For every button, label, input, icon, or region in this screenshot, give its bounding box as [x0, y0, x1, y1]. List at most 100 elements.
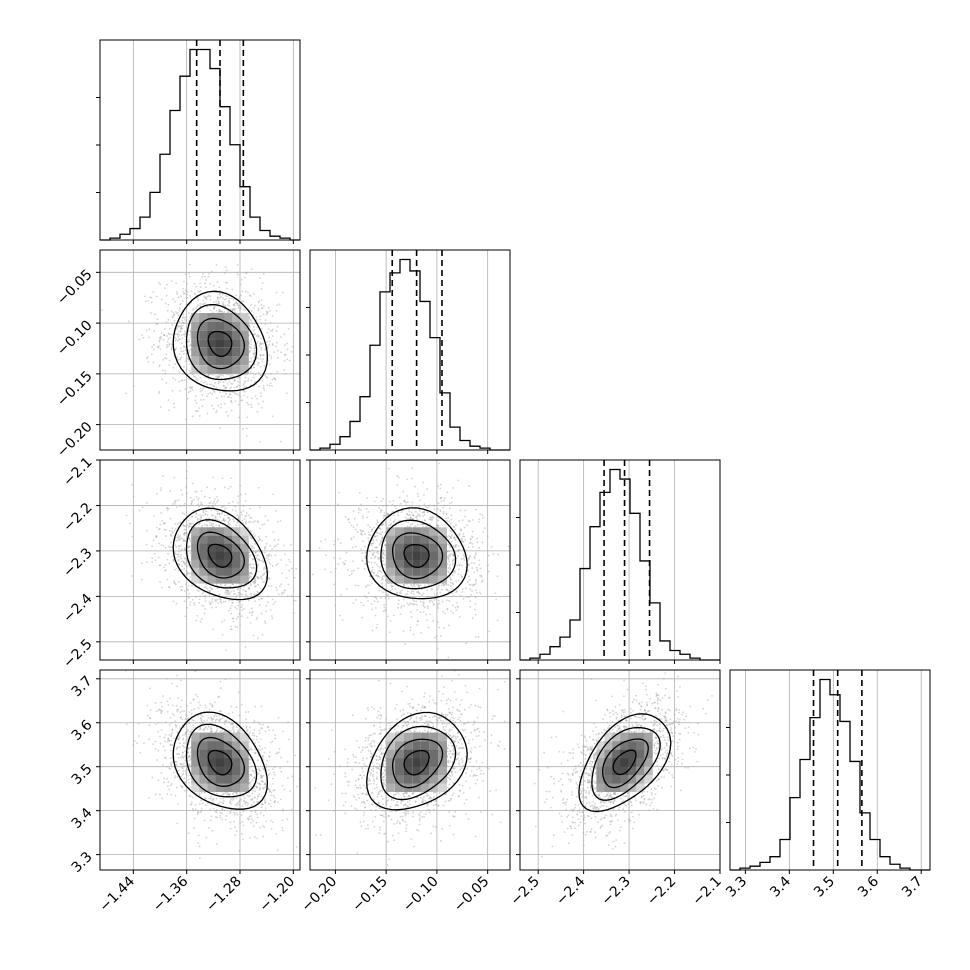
sample-point: [250, 360, 253, 363]
sample-point: [381, 550, 384, 553]
sample-point: [244, 522, 247, 524]
sample-point: [101, 309, 104, 311]
sample-point: [372, 538, 375, 541]
sample-point: [237, 403, 240, 406]
sample-point: [411, 501, 414, 504]
sample-point: [189, 315, 192, 318]
sample-point: [283, 368, 286, 371]
sample-point: [407, 517, 409, 520]
sample-point: [403, 604, 405, 607]
sample-point: [266, 341, 269, 343]
sample-point: [250, 347, 252, 350]
sample-point: [376, 572, 379, 574]
sample-point: [232, 303, 235, 306]
sample-point: [382, 575, 384, 578]
sample-point: [203, 381, 205, 384]
sample-point: [168, 586, 171, 589]
sample-point: [188, 369, 191, 372]
sample-point: [451, 560, 454, 562]
sample-point: [252, 366, 255, 369]
sample-point: [458, 532, 461, 535]
sample-point: [410, 477, 413, 480]
sample-point: [267, 661, 269, 663]
density-cell: [207, 347, 217, 357]
sample-point: [437, 584, 440, 586]
sample-point: [248, 574, 251, 577]
sample-point: [249, 563, 252, 566]
sample-point: [267, 555, 270, 558]
sample-point: [265, 604, 268, 607]
sample-point: [382, 591, 384, 594]
sample-point: [352, 602, 355, 604]
sample-point: [237, 495, 240, 497]
sample-point: [360, 503, 362, 506]
sample-point: [367, 537, 370, 540]
sample-point: [453, 536, 455, 539]
sample-point: [188, 545, 190, 548]
sample-point: [467, 569, 470, 572]
sample-point: [187, 585, 190, 587]
sample-point: [186, 571, 189, 574]
sample-point: [462, 557, 465, 560]
sample-point: [232, 298, 235, 301]
sample-point: [179, 338, 181, 341]
sample-point: [257, 539, 260, 542]
sample-point: [151, 557, 154, 559]
density-cell: [207, 559, 217, 568]
sample-point: [224, 298, 227, 300]
sample-point: [158, 364, 161, 367]
sample-point: [487, 570, 490, 573]
sample-point: [196, 305, 199, 308]
sample-point: [253, 344, 256, 347]
sample-point: [183, 502, 186, 505]
sample-point: [214, 305, 216, 308]
sample-point: [237, 591, 240, 594]
sample-point: [166, 507, 168, 510]
sample-point: [219, 293, 222, 295]
density-cell: [199, 527, 208, 536]
sample-point: [218, 593, 221, 596]
sample-point: [173, 529, 176, 532]
sample-point: [174, 502, 176, 505]
sample-point: [422, 611, 425, 614]
sample-point: [178, 309, 181, 312]
sample-point: [481, 579, 484, 582]
density-cell: [191, 365, 200, 374]
sample-point: [225, 269, 228, 272]
sample-point: [184, 330, 186, 333]
sample-point: [204, 513, 207, 516]
sample-point: [252, 532, 255, 535]
sample-point: [384, 575, 387, 578]
sample-point: [469, 583, 472, 586]
sample-point: [257, 521, 260, 524]
density-cell: [240, 365, 249, 374]
sample-point: [235, 597, 238, 599]
sample-point: [173, 314, 175, 317]
sample-point: [409, 611, 412, 614]
sample-point: [282, 592, 285, 594]
sample-point: [286, 358, 288, 361]
sample-point: [283, 544, 286, 547]
sample-point: [175, 553, 177, 555]
sample-point: [380, 500, 383, 503]
sample-point: [188, 272, 191, 275]
sample-point: [230, 625, 233, 628]
sample-point: [196, 589, 199, 591]
sample-point: [389, 518, 392, 521]
sample-point: [175, 282, 177, 284]
sample-point: [350, 524, 353, 527]
sample-point: [210, 522, 213, 525]
sample-point: [244, 380, 246, 383]
sample-point: [204, 508, 207, 511]
sample-point: [280, 559, 282, 561]
sample-point: [167, 303, 170, 306]
sample-point: [169, 546, 172, 549]
sample-point: [257, 334, 260, 337]
sample-point: [184, 564, 186, 566]
sample-point: [239, 304, 241, 307]
sample-point: [183, 567, 186, 570]
sample-point: [215, 411, 218, 414]
sample-point: [229, 375, 232, 378]
sample-point: [451, 604, 454, 607]
sample-point: [256, 576, 259, 579]
